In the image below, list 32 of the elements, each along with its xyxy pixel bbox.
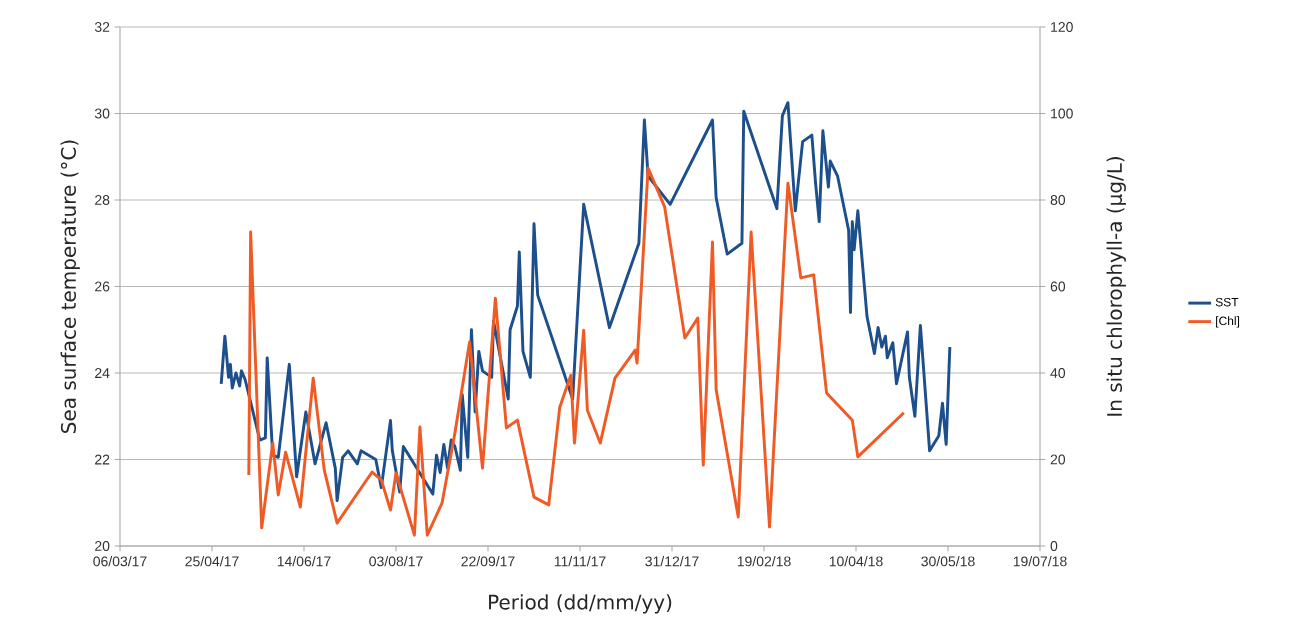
y-tick-label: 22: [95, 454, 110, 465]
y2-tick-label: 20: [1050, 454, 1066, 465]
x-tick-label: 03/08/17: [369, 556, 423, 567]
x-tick-label: 19/07/18: [1013, 556, 1067, 567]
y2-axis-title: In situ chlorophyll-a (µg/L): [1106, 157, 1126, 416]
legend-label: SST: [1215, 297, 1239, 307]
y-tick-label: 26: [95, 281, 110, 292]
x-tick-label: 10/04/18: [829, 556, 883, 567]
y2-tick-label: 80: [1050, 195, 1066, 205]
x-axis-title: Period (dd/mm/yy): [489, 594, 672, 614]
y2-tick-label: 60: [1050, 281, 1066, 292]
y-axis-title: Sea surface temperature (°C): [60, 140, 80, 433]
x-tick-label: 30/05/18: [921, 556, 975, 567]
x-tick-label: 11/11/17: [554, 556, 606, 567]
y-tick-label: 32: [94, 22, 110, 32]
line-series: [219, 101, 952, 503]
y2-tick-label: 100: [1051, 108, 1073, 119]
y2-tick-label: 120: [1051, 22, 1073, 32]
x-tick-label: 25/04/17: [185, 556, 239, 567]
y-tick-label: 30: [94, 108, 110, 119]
x-tick-label: 19/02/18: [737, 556, 791, 567]
y2-tick-label: 0: [1050, 541, 1058, 551]
y2-tick-label: 40: [1050, 368, 1066, 378]
line-series: [247, 166, 906, 537]
y-tick-label: 20: [95, 541, 110, 551]
y-tick-label: 28: [95, 195, 110, 205]
legend-label: [Chl]: [1216, 316, 1240, 328]
x-tick-label: 31/12/17: [645, 556, 699, 567]
y-tick-label: 24: [95, 368, 110, 378]
x-tick-label: 22/09/17: [461, 556, 515, 567]
x-tick-label: 14/06/17: [277, 556, 331, 567]
x-tick-label: 06/03/17: [93, 556, 147, 567]
